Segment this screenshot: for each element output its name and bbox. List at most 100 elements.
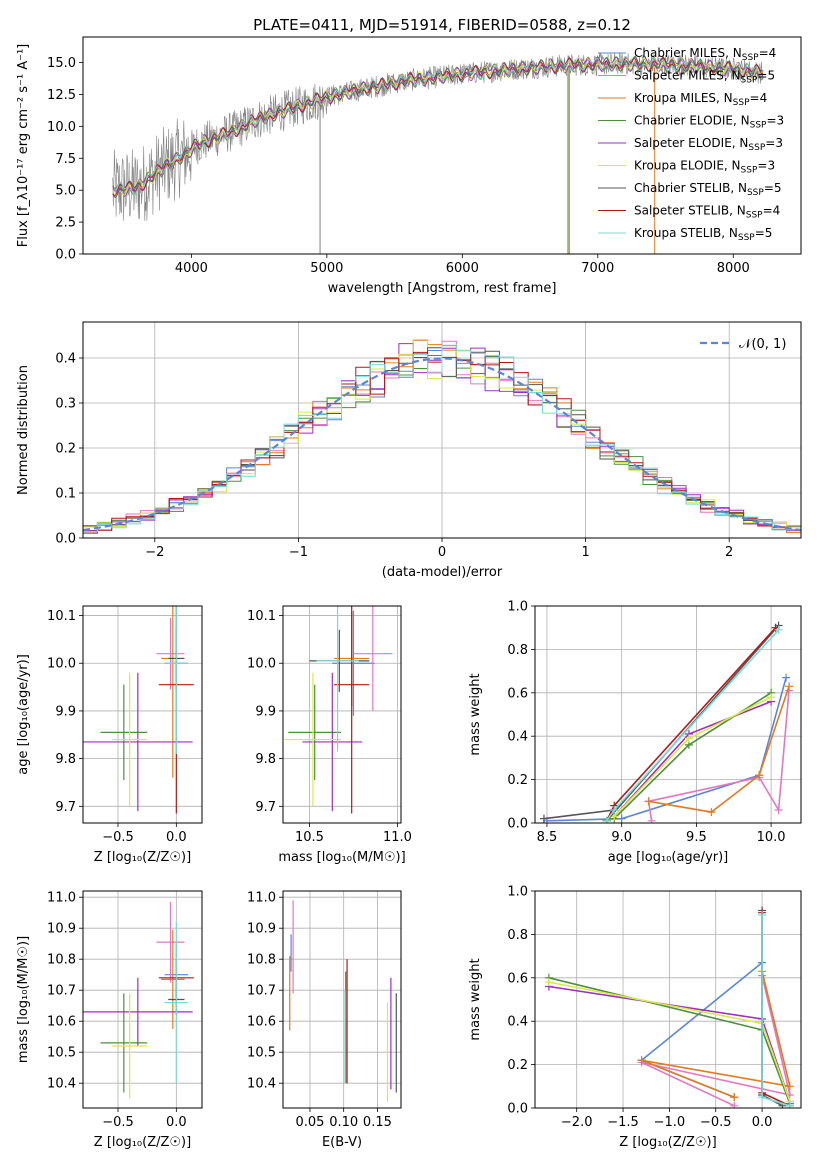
weight-marker-kroupa-elodie [544, 978, 553, 987]
axes-frame [534, 890, 802, 1109]
axes-frame [82, 605, 203, 824]
y-axis-label: mass [log₁₀(M/M☉)] [16, 936, 31, 1063]
y-tick-label: 9.9 [255, 704, 276, 719]
age-vs-metallicity-panel: −0.5 0.0 9.7 9.8 9.9 10.0 10.1 Z [log₁₀(Z/Z☉)] a… [16, 605, 203, 865]
weight-marker-kroupa-miles [785, 682, 794, 691]
y-tick-label: 10.5 [247, 1046, 276, 1061]
y-tick-label: 7.5 [55, 152, 76, 167]
x-tick-label: −1.0 [654, 1115, 686, 1130]
x-tick-label: 8.5 [537, 830, 558, 845]
y-tick-label: 1.0 [507, 600, 528, 615]
plot-area [112, 52, 764, 254]
plot-area [539, 621, 794, 823]
grid [283, 891, 401, 1108]
weight-marker-chabrier-stelib [539, 814, 548, 823]
x-tick-label: −0.5 [700, 1115, 732, 1130]
weight-line-salpeter-miles [641, 975, 791, 1107]
normal-curve-line [83, 357, 801, 532]
x-tick-label: 2 [725, 545, 733, 560]
x-axis-label: Z [log₁₀(Z/Z☉)] [619, 1135, 716, 1150]
weight-marker-kroupa-miles [755, 771, 764, 780]
legend-subscript: SSP [748, 143, 765, 153]
y-tick-label: 10.8 [47, 953, 76, 968]
errorbar-kroupa-stelib [316, 606, 359, 752]
legend-count: =5 [755, 226, 773, 240]
weight-line-kroupa-miles [648, 686, 790, 813]
x-tick-label: 5000 [310, 261, 343, 276]
x-tick-label: 11.0 [383, 830, 412, 845]
plot-area [83, 338, 801, 534]
errorbar-kroupa-elodie [112, 993, 148, 1099]
weight-marker-kroupa-miles [785, 1082, 794, 1091]
y-tick-label: 0.0 [507, 817, 528, 832]
errorbar-chabrier-elodie [100, 684, 148, 781]
x-tick-label: −2 [145, 545, 164, 560]
legend-subscript: SSP [733, 98, 750, 108]
x-tick-label: 9.5 [686, 830, 707, 845]
errorbar-salpeter-elodie [83, 977, 193, 1046]
weight-marker-salpeter-miles [774, 805, 783, 814]
legend-label-kroupa-stelib: Kroupa STELIB, NSSP=5 [634, 226, 772, 243]
axes-frame [282, 605, 402, 824]
errorbar-salpeter-miles [156, 617, 185, 690]
errorbar-kroupa-stelib [164, 922, 188, 1084]
weight-marker-kroupa-miles [644, 797, 653, 806]
y-tick-label: 9.8 [255, 752, 276, 767]
legend-label-chabrier-miles: Chabrier MILES, NSSP=4 [634, 46, 776, 63]
y-tick-label: 10.5 [47, 1046, 76, 1061]
y-axis-label: mass weight [468, 958, 483, 1040]
model-line-kroupa-elodie [112, 56, 764, 197]
x-tick-label: 0.0 [752, 1115, 773, 1130]
y-tick-label: 2.5 [55, 216, 76, 231]
errorbar-kroupa-elodie [112, 672, 148, 807]
legend-subscript: SSP [738, 233, 755, 243]
x-tick-label: 8000 [717, 261, 750, 276]
axes-frame [82, 890, 203, 1109]
y-tick-label: 0.4 [55, 352, 76, 367]
errorbar-salpeter-miles [353, 606, 393, 711]
x-tick-label: 0.05 [295, 1115, 324, 1130]
legend-count: =3 [765, 136, 783, 150]
x-tick-label: 1 [581, 545, 589, 560]
y-tick-label: 10.1 [47, 609, 76, 624]
x-tick-label: 0 [438, 545, 446, 560]
legend-subscript: SSP [750, 121, 767, 131]
y-tick-label: 0.8 [507, 928, 528, 943]
plot-area [83, 606, 194, 814]
x-tick-label: −2.0 [561, 1115, 593, 1130]
legend-count: =4 [763, 204, 781, 218]
weight-marker-kroupa-stelib [602, 816, 611, 823]
y-tick-label: 9.7 [55, 800, 76, 815]
legend-label-chabrier-stelib: Chabrier STELIB, NSSP=5 [634, 181, 782, 198]
x-tick-label: 0.15 [363, 1115, 392, 1130]
mass-vs-metallicity-panel: −0.5 0.0 10.4 10.5 10.6 10.7 10.8 10.9 11.0 Z [lo… [16, 890, 203, 1150]
residuals-panel: −2 −1 0 1 2 0.0 0.1 0.2 0.3 0.4 (data-model)/error… [16, 321, 802, 580]
y-tick-label: 0.2 [507, 773, 528, 788]
weight-marker-kroupa-stelib [758, 1093, 767, 1102]
legend-count: =4 [750, 91, 768, 105]
legend-count: =3 [757, 159, 775, 173]
x-tick-label: 0.0 [166, 1115, 187, 1130]
errorbar-kroupa-elodie [284, 672, 342, 807]
legend-label-normal: 𝒩(0, 1) [739, 337, 786, 352]
x-tick-label: 4000 [175, 261, 208, 276]
weight-line-chabrier-miles [640, 961, 763, 1098]
y-tick-label: 1.0 [507, 885, 528, 900]
legend-count: =3 [766, 114, 784, 128]
plot-area [83, 901, 194, 1099]
legend-label-chabrier-elodie: Chabrier ELODIE, NSSP=3 [634, 114, 784, 131]
figure-title: PLATE=0411, MJD=51914, FIBERID=0588, z=0… [253, 16, 631, 34]
y-tick-label: 10.8 [247, 953, 276, 968]
legend-count: =5 [764, 181, 782, 195]
x-tick-label: 10.5 [295, 830, 324, 845]
y-tick-label: 10.4 [47, 1077, 76, 1092]
y-tick-label: 0.1 [55, 487, 76, 502]
y-axis-label: Flux [f_λ10⁻¹⁷ erg cm⁻² s⁻¹ A⁻¹] [16, 44, 31, 248]
y-tick-label: 0.2 [55, 442, 76, 457]
model-line-chabrier-stelib [112, 56, 764, 199]
x-axis-label: mass [log₁₀(M/M☉)] [278, 850, 405, 865]
weight-marker-chabrier-miles [782, 673, 791, 682]
x-axis-label: wavelength [Angstrom, rest frame] [328, 281, 557, 296]
legend-label-salpeter-elodie: Salpeter ELODIE, NSSP=3 [634, 136, 783, 153]
y-tick-label: 10.9 [47, 922, 76, 937]
